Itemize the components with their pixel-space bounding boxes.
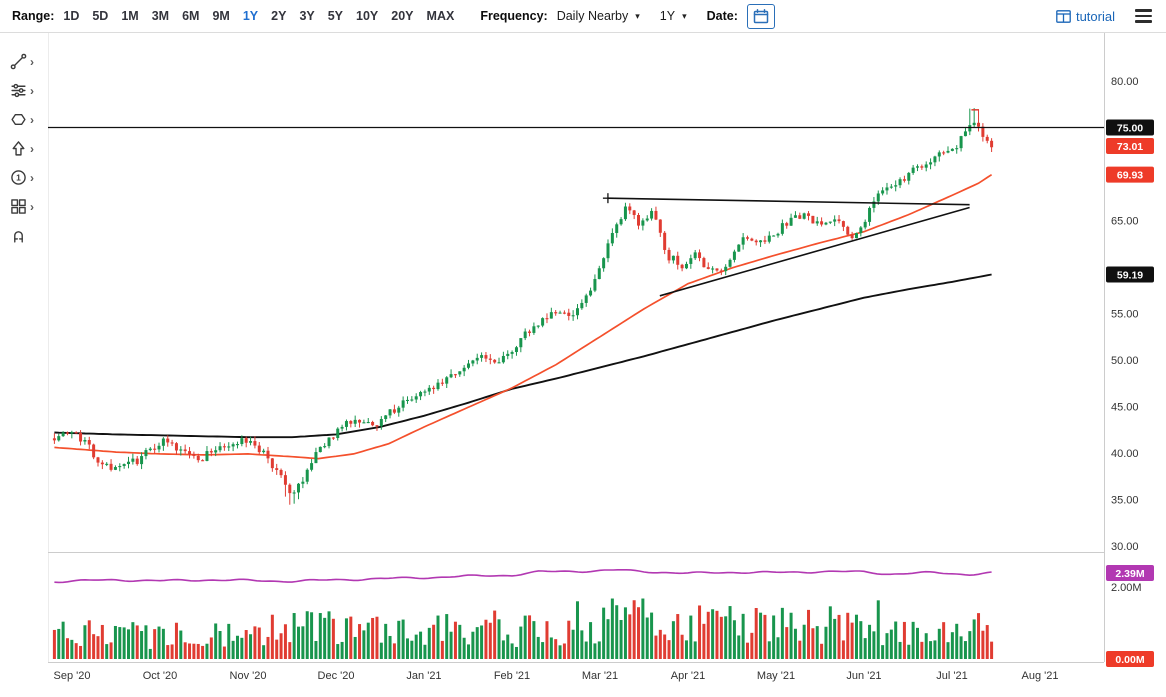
frequency-value: Daily Nearby — [556, 9, 629, 23]
range-option-9m[interactable]: 9M — [212, 9, 230, 23]
x-axis-label: Mar '21 — [582, 670, 618, 682]
price-badge-label: 69.93 — [1117, 170, 1143, 182]
studies-icon — [10, 82, 27, 99]
tutorial-link[interactable]: tutorial — [1056, 9, 1115, 24]
svg-text:1: 1 — [16, 172, 21, 182]
price-badge-label: 73.01 — [1117, 141, 1143, 153]
range-option-3y[interactable]: 3Y — [299, 9, 315, 23]
tutorial-icon — [1056, 9, 1071, 23]
range-option-1y[interactable]: 1Y — [242, 9, 259, 23]
magnet-icon — [10, 227, 27, 244]
range-option-max[interactable]: MAX — [426, 9, 455, 23]
trendline-icon — [10, 53, 27, 70]
trendline-1[interactable] — [607, 197, 970, 206]
tool-patterns[interactable]: › — [10, 198, 48, 215]
volume-bars — [52, 598, 994, 659]
chevron-right-icon: › — [30, 199, 34, 214]
open-interest-line — [54, 568, 992, 584]
range-option-6m[interactable]: 6M — [182, 9, 200, 23]
price-badge — [1106, 651, 1154, 667]
range-option-20y[interactable]: 20Y — [391, 9, 414, 23]
price-badge — [1106, 564, 1154, 581]
toolbar-right: tutorial — [1056, 7, 1154, 25]
tutorial-label: tutorial — [1075, 8, 1115, 24]
y-axis-label: 65.00 — [1111, 216, 1139, 228]
x-axis-label: Jun '21 — [846, 670, 881, 682]
ma-slow-line — [54, 273, 992, 439]
price-badge-label: 2.39M — [1115, 568, 1144, 580]
y-axis-label: 50.00 — [1111, 355, 1139, 367]
toolbar: Range: 1D 5D 1M 3M 6M 9M 1Y 2Y 3Y 5Y 10Y 20Y MAX Fre… — [0, 0, 1166, 33]
calendar-icon — [753, 8, 769, 24]
number-one-icon: 1 — [10, 169, 27, 186]
x-axis-label: Dec '20 — [318, 670, 355, 682]
price-badge-label: 59.19 — [1117, 270, 1143, 282]
date-picker-button[interactable] — [746, 3, 775, 29]
range-option-3m[interactable]: 3M — [151, 9, 170, 23]
price-badge — [1106, 166, 1154, 183]
x-axis-label: Oct '20 — [143, 670, 178, 682]
tool-magnet[interactable] — [10, 227, 48, 244]
range-option-5y[interactable]: 5Y — [327, 9, 344, 23]
price-badge-label: 0.00M — [1115, 654, 1144, 666]
ma-fast-line — [54, 173, 993, 460]
price-badge — [1106, 266, 1154, 283]
chevron-right-icon: › — [30, 141, 34, 156]
date-label: Date: — [706, 9, 738, 23]
period-dropdown[interactable]: 1Y ▾ — [660, 9, 687, 23]
chevron-down-icon: ▾ — [635, 10, 640, 21]
price-badge-label: 75.00 — [1117, 123, 1143, 135]
y-axis-label: 40.00 — [1111, 448, 1139, 460]
period-value: 1Y — [659, 9, 676, 23]
tool-annotations[interactable]: 1 › — [10, 169, 48, 186]
chevron-right-icon: › — [30, 54, 34, 69]
price-badge — [1106, 119, 1154, 136]
y-axis-label: 35.00 — [1111, 495, 1139, 507]
trendline-2[interactable] — [659, 206, 970, 297]
chevron-down-icon: ▾ — [682, 10, 687, 21]
x-axis-label: Feb '21 — [494, 670, 530, 682]
y-axis-label: 30.00 — [1111, 541, 1139, 553]
chevron-right-icon: › — [30, 83, 34, 98]
annotations — [48, 109, 1104, 297]
x-axis-label: Apr '21 — [671, 670, 706, 682]
hamburger-menu-icon[interactable] — [1133, 7, 1154, 25]
frequency-dropdown[interactable]: Daily Nearby ▾ — [557, 9, 640, 23]
panel-borders — [48, 33, 1105, 663]
tool-studies[interactable]: › — [10, 82, 48, 99]
x-axis-label: Nov '20 — [230, 670, 267, 682]
range-option-2y[interactable]: 2Y — [271, 9, 287, 23]
tool-drawing-tools[interactable]: › — [10, 53, 48, 70]
price-badge — [1106, 138, 1154, 155]
y-axis-label: 80.00 — [1111, 76, 1139, 88]
range-option-1d[interactable]: 1D — [63, 9, 80, 23]
tool-shapes[interactable]: › — [10, 111, 48, 128]
chevron-right-icon: › — [30, 112, 34, 127]
volume-axis-label: 2.00M — [1111, 582, 1142, 594]
drawing-toolbar: › › › › 1 › › — [0, 33, 48, 697]
candles — [52, 108, 994, 505]
chevron-right-icon: › — [30, 170, 34, 185]
frequency-label: Frequency: — [480, 9, 548, 23]
y-axis-label: 45.00 — [1111, 402, 1139, 414]
x-axis-label: Jan '21 — [406, 670, 441, 682]
x-axis-label: Jul '21 — [936, 670, 967, 682]
range-option-1m[interactable]: 1M — [121, 9, 139, 23]
chart-canvas[interactable]: 80.00 65.00 55.00 50.00 45.00 40.00 35.00 30.00… — [48, 33, 1166, 697]
range-label: Range: — [12, 9, 55, 23]
arrow-icon — [10, 140, 27, 157]
range-option-10y[interactable]: 10Y — [356, 9, 379, 23]
axis-labels: 80.00 65.00 55.00 50.00 45.00 40.00 35.00 30.00… — [54, 76, 1142, 682]
shapes-icon — [10, 111, 27, 128]
x-axis-label: May '21 — [757, 670, 795, 682]
x-axis-label: Sep '20 — [54, 670, 91, 682]
layout-grid-icon — [10, 198, 27, 215]
tool-arrows[interactable]: › — [10, 140, 48, 157]
y-axis-label: 55.00 — [1111, 309, 1139, 321]
range-selector: 1D 5D 1M 3M 6M 9M 1Y 2Y 3Y 5Y 10Y 20Y MAX — [63, 9, 454, 23]
range-option-5d[interactable]: 5D — [92, 9, 109, 23]
x-axis-label: Aug '21 — [1022, 670, 1059, 682]
axis-badges: 75.00 73.01 69.93 59.19 2.39M 0.00M — [1106, 119, 1154, 667]
